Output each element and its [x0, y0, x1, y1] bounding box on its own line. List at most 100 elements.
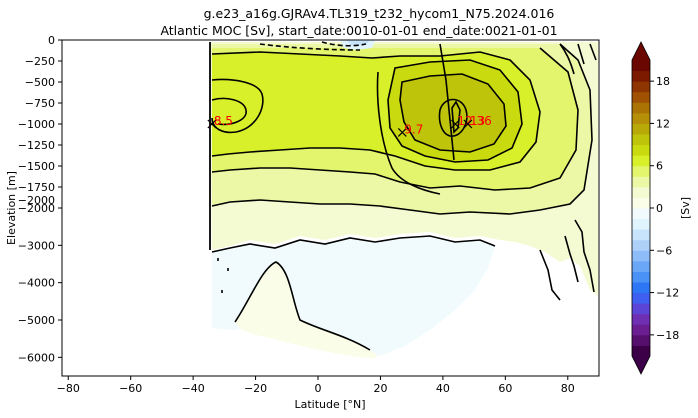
colorbar-tick-label: −6 [656, 244, 672, 257]
colorbar-segment [632, 176, 650, 188]
colorbar-tick-label: 18 [656, 75, 670, 88]
y-tick-label: 0 [48, 34, 55, 47]
colorbar-segment [632, 292, 650, 304]
colorbar-segment [632, 134, 650, 146]
contour-line [438, 98, 468, 137]
contour-line [574, 219, 595, 293]
y-axis: 0−250−500−750−1000−1250−1500−1750−2000−3… [18, 34, 62, 364]
contour-line [321, 41, 367, 47]
colorbar-label: [Sv] [679, 197, 692, 219]
colorbar-segment [632, 282, 650, 294]
colorbar-segment [632, 218, 650, 230]
max-marker [397, 127, 407, 137]
y-tick-label: −1000 [18, 118, 55, 131]
colorbar-tick-label: 0 [656, 202, 663, 215]
contour-line [211, 43, 593, 215]
colorbar-segment [632, 197, 650, 209]
y-tick-label: −250 [25, 55, 55, 68]
x-axis-label: Latitude [°N] [294, 398, 365, 411]
colorbar: 18 12 6 0 −6 −12 −18 [631, 41, 679, 375]
contour-line [211, 47, 579, 191]
colorbar-extend-min [632, 356, 650, 374]
y-tick-label: −2000 [18, 202, 55, 215]
contour-line [217, 258, 229, 296]
colorbar-tick-label: 6 [656, 160, 663, 173]
figure-suptitle: g.e23_a16g.GJRAv4.TL319_t232_hycom1_N75.… [203, 6, 555, 21]
colorbar-segment [632, 313, 650, 325]
contour-line [211, 51, 541, 171]
colorbar-tick-label: −12 [656, 287, 679, 300]
contour-line [387, 59, 523, 163]
contour-line [539, 249, 561, 301]
max-label: 9.7 [404, 122, 423, 136]
colorbar-frame [631, 41, 651, 375]
contour-line [211, 235, 496, 253]
colorbar-segment [632, 208, 650, 220]
field-layer-abyssal [212, 236, 495, 356]
colorbar-segment [632, 334, 650, 346]
colorbar-segment [632, 186, 650, 198]
y-tick-label: −1750 [18, 181, 55, 194]
y-tick-label: −5000 [18, 314, 55, 327]
colorbar-segment [632, 102, 650, 114]
max-marker [450, 119, 460, 129]
colorbar-segment [632, 81, 650, 93]
colorbar-segment [632, 144, 650, 156]
colorbar-segment [632, 60, 650, 72]
contour-line [439, 43, 455, 161]
contour-line [376, 71, 441, 195]
colorbar-tick-label: 12 [656, 117, 670, 130]
contour-line [564, 235, 579, 283]
contour-line [451, 100, 461, 134]
contour-line [399, 73, 507, 153]
colorbar-segment [632, 70, 650, 82]
colorbar-segment [632, 91, 650, 103]
colorbar-segment [632, 229, 650, 241]
y-tick-label: −750 [25, 97, 55, 110]
colorbar-segment [632, 260, 650, 272]
max-label: 8.5 [214, 114, 233, 128]
colorbar-segment [632, 112, 650, 124]
contour-line [234, 261, 371, 351]
x-tick-label: −20 [244, 382, 267, 395]
y-tick-label: −6000 [18, 351, 55, 364]
colorbar-extend-max [632, 42, 650, 60]
colorbar-segment [632, 271, 650, 283]
contour-line [211, 97, 247, 126]
x-tick-label: 0 [315, 382, 322, 395]
x-tick-label: 40 [436, 382, 450, 395]
x-tick-label: −40 [182, 382, 205, 395]
x-tick-label: −80 [57, 382, 80, 395]
colorbar-segment [632, 303, 650, 315]
colorbar-segment [632, 123, 650, 135]
y-tick-label: −500 [25, 76, 55, 89]
y-tick-label: −1500 [18, 160, 55, 173]
contour-line [211, 78, 264, 134]
max-label: 13 [470, 114, 485, 128]
colorbar-segment [632, 324, 650, 336]
colorbar-segment [632, 250, 650, 262]
y-axis-label: Elevation [m] [5, 171, 18, 245]
contour-line [259, 43, 361, 51]
y-tick-label: −1250 [18, 139, 55, 152]
x-tick-label: 80 [561, 382, 575, 395]
y-tick-label: −2000 [18, 194, 55, 207]
field-layer-abyss-patch [235, 262, 377, 358]
y-tick-label: −3000 [18, 239, 55, 252]
x-tick-label: 60 [498, 382, 512, 395]
colorbar-segment [632, 239, 650, 251]
max-label: 12.36 [457, 114, 491, 128]
contour-line [559, 43, 597, 75]
x-axis: −80 −60 −40 −20 0 20 40 60 80 [57, 376, 575, 395]
x-tick-label: −60 [119, 382, 142, 395]
colorbar-segment [632, 165, 650, 177]
max-marker [463, 119, 473, 129]
colorbar-tick-label: −18 [656, 329, 679, 342]
chart-title: Atlantic MOC [Sv], start_date:0010-01-01… [160, 23, 558, 38]
colorbar-segment [632, 345, 650, 357]
max-marker [207, 119, 217, 129]
y-tick-label: −4000 [18, 277, 55, 290]
x-tick-label: 20 [373, 382, 387, 395]
